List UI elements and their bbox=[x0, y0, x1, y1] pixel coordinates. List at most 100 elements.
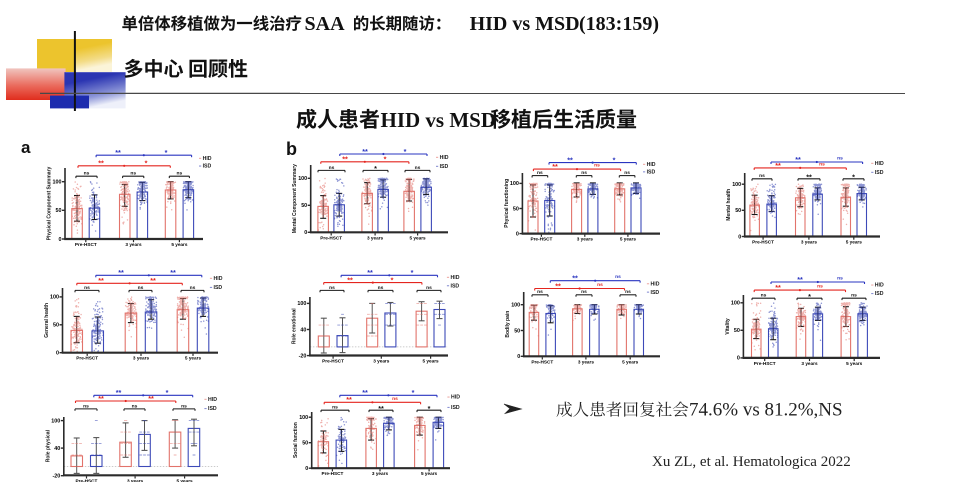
svg-text:**: ** bbox=[775, 283, 781, 292]
svg-text:100: 100 bbox=[51, 418, 60, 424]
svg-text:0: 0 bbox=[304, 230, 307, 236]
svg-text:*: * bbox=[404, 147, 407, 156]
svg-text:0: 0 bbox=[738, 234, 741, 240]
svg-text:HID: HID bbox=[451, 275, 460, 281]
svg-text:HID: HID bbox=[203, 156, 212, 162]
svg-text:*: * bbox=[374, 164, 377, 173]
svg-text:SAA: SAA bbox=[305, 13, 346, 35]
svg-text:**: ** bbox=[116, 388, 122, 397]
svg-text:**: ** bbox=[362, 147, 368, 156]
svg-text:ns: ns bbox=[761, 294, 767, 299]
svg-text:100: 100 bbox=[510, 181, 519, 187]
svg-text:Pre-HSCT: Pre-HSCT bbox=[75, 242, 97, 247]
svg-text:ns: ns bbox=[537, 171, 543, 176]
svg-text:ns: ns bbox=[392, 397, 398, 402]
svg-text:Pre-HSCT: Pre-HSCT bbox=[76, 478, 98, 482]
svg-text:*: * bbox=[384, 155, 387, 164]
svg-text:5 years: 5 years bbox=[410, 235, 427, 240]
svg-text:ns: ns bbox=[851, 294, 857, 299]
svg-text:100: 100 bbox=[732, 182, 741, 188]
svg-text:50: 50 bbox=[56, 208, 62, 214]
svg-text:**: ** bbox=[567, 156, 573, 165]
svg-text:ns: ns bbox=[625, 290, 631, 295]
svg-text:*: * bbox=[166, 388, 169, 397]
svg-text:5 years: 5 years bbox=[620, 237, 637, 242]
svg-text:HID: HID bbox=[451, 395, 460, 401]
svg-text:ISD: ISD bbox=[451, 405, 460, 411]
svg-text:**: ** bbox=[98, 394, 104, 403]
svg-text:ns: ns bbox=[132, 404, 138, 409]
svg-text:5 years: 5 years bbox=[423, 359, 440, 364]
svg-text:(183:159): (183:159) bbox=[579, 13, 659, 35]
svg-text:HID: HID bbox=[208, 397, 217, 403]
svg-text:HID: HID bbox=[651, 281, 660, 287]
svg-text:40: 40 bbox=[300, 327, 306, 333]
svg-text:**: ** bbox=[347, 276, 353, 285]
svg-text:HID: HID bbox=[875, 161, 884, 167]
svg-text:3 years: 3 years bbox=[127, 478, 144, 482]
svg-text:0: 0 bbox=[517, 354, 520, 360]
svg-text:50: 50 bbox=[302, 441, 308, 447]
svg-text:5 years: 5 years bbox=[177, 478, 194, 482]
svg-text:Pre-HSCT: Pre-HSCT bbox=[76, 356, 98, 361]
svg-text:ns: ns bbox=[581, 290, 587, 295]
svg-text:*: * bbox=[808, 292, 811, 301]
svg-text:3 years: 3 years bbox=[801, 240, 818, 245]
svg-text:**: ** bbox=[367, 268, 373, 277]
svg-text:**: ** bbox=[797, 275, 803, 284]
svg-text:ns: ns bbox=[615, 275, 621, 280]
svg-text:Pre-HSCT: Pre-HSCT bbox=[321, 471, 343, 476]
svg-text:40: 40 bbox=[54, 446, 60, 452]
svg-text:50: 50 bbox=[513, 206, 519, 212]
svg-text:3 years: 3 years bbox=[801, 361, 818, 366]
svg-text:74.6% vs 81.2%,NS: 74.6% vs 81.2%,NS bbox=[689, 400, 843, 421]
svg-text:Pre-HSCT: Pre-HSCT bbox=[322, 359, 344, 364]
svg-text:**: ** bbox=[806, 173, 812, 182]
svg-text:HID: HID bbox=[440, 155, 449, 161]
svg-text:**: ** bbox=[115, 148, 121, 157]
svg-text:*: * bbox=[412, 388, 415, 397]
svg-text:100: 100 bbox=[50, 295, 59, 301]
svg-text:ns: ns bbox=[329, 166, 335, 171]
svg-text:ns: ns bbox=[597, 283, 603, 288]
svg-text:HID vs MSD: HID vs MSD bbox=[470, 13, 580, 35]
svg-text:Pre-HSCT: Pre-HSCT bbox=[754, 361, 776, 366]
svg-text:ns: ns bbox=[190, 286, 196, 291]
svg-text:ISD: ISD bbox=[651, 290, 660, 296]
svg-text:ISD: ISD bbox=[203, 164, 212, 170]
svg-text:**: ** bbox=[98, 276, 104, 285]
svg-text:*: * bbox=[165, 148, 168, 157]
svg-text:100: 100 bbox=[53, 180, 62, 186]
svg-text:50: 50 bbox=[53, 323, 59, 329]
svg-text:ISD: ISD bbox=[440, 164, 449, 170]
svg-text:100: 100 bbox=[731, 301, 740, 307]
svg-text:**: ** bbox=[170, 268, 176, 277]
svg-text:ns: ns bbox=[819, 162, 825, 167]
svg-text:50: 50 bbox=[734, 328, 740, 334]
svg-text:ns: ns bbox=[537, 290, 543, 295]
svg-text:Mental health: Mental health bbox=[726, 189, 732, 221]
svg-text:ISD: ISD bbox=[214, 285, 223, 291]
svg-text:ISD: ISD bbox=[875, 291, 884, 297]
svg-text:General health: General health bbox=[44, 303, 50, 338]
svg-text:HID: HID bbox=[647, 162, 656, 168]
svg-text:5 years: 5 years bbox=[846, 361, 863, 366]
svg-text:0: 0 bbox=[56, 351, 59, 357]
svg-text:**: ** bbox=[150, 276, 156, 285]
svg-text:**: ** bbox=[572, 274, 578, 283]
svg-text:50: 50 bbox=[301, 203, 307, 209]
svg-text:3 years: 3 years bbox=[372, 471, 389, 476]
svg-text:5 years: 5 years bbox=[171, 242, 188, 247]
svg-text:ns: ns bbox=[594, 164, 600, 169]
svg-text:ISD: ISD bbox=[647, 170, 656, 176]
svg-text:100: 100 bbox=[511, 303, 520, 309]
svg-text:*: * bbox=[613, 156, 616, 165]
svg-text:3 years: 3 years bbox=[577, 237, 594, 242]
svg-text:ns: ns bbox=[837, 157, 843, 162]
svg-text:ns: ns bbox=[84, 172, 90, 177]
svg-text:ns: ns bbox=[138, 286, 144, 291]
svg-text:**: ** bbox=[148, 394, 154, 403]
svg-text:**: ** bbox=[378, 404, 384, 413]
svg-text:100: 100 bbox=[299, 415, 308, 421]
svg-text:ns: ns bbox=[378, 286, 384, 291]
